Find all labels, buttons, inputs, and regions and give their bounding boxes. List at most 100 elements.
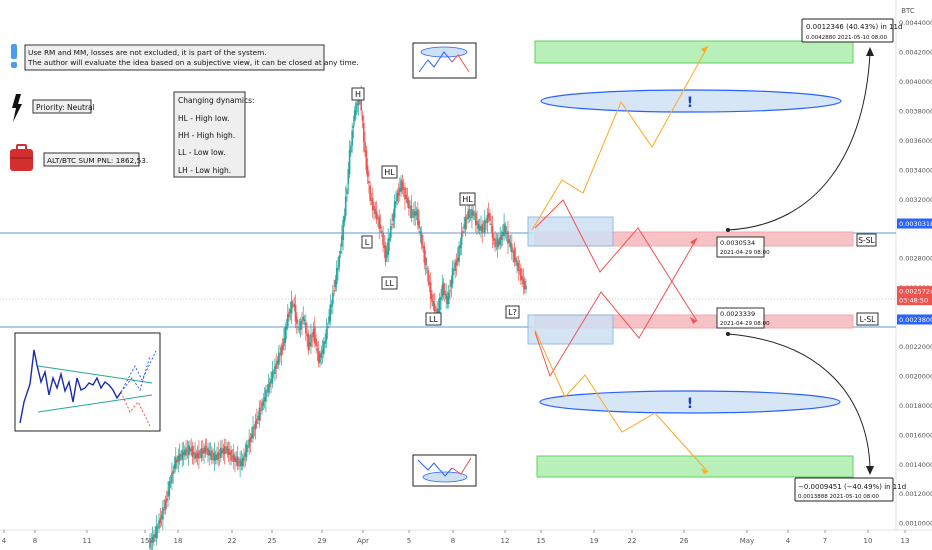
candle-body [238, 461, 240, 463]
candle-body [493, 237, 495, 241]
candle-body [469, 213, 472, 215]
candle-body [256, 418, 258, 424]
candle-body [490, 223, 493, 226]
candle-body [414, 211, 417, 216]
candle-body [288, 312, 290, 318]
candle-body [310, 334, 312, 347]
candle-body [229, 452, 231, 455]
candle-body [371, 198, 374, 211]
x-tick-label: 4 [2, 537, 7, 545]
x-tick-label: 25 [268, 537, 277, 545]
candle-body [247, 446, 249, 448]
triangle-pattern-thumbnail [14, 332, 161, 432]
candle-body [350, 145, 352, 153]
candle-body [480, 225, 482, 231]
label-hl-2: HL [462, 195, 473, 204]
candle-body [383, 245, 386, 249]
priority-label: Priority: Neutral [36, 103, 95, 112]
label-l: L [365, 238, 370, 247]
x-tick-label: 13 [901, 537, 910, 545]
candle-body [319, 354, 321, 363]
candle-body [196, 452, 199, 458]
candle-body [156, 527, 159, 529]
candle-body [155, 525, 158, 539]
candle-body [419, 231, 422, 233]
candle-body [198, 450, 200, 459]
candle-body [525, 285, 527, 290]
candle-body [339, 251, 342, 254]
candle-body [241, 457, 244, 466]
candle-body [495, 242, 498, 244]
x-tick-label: 29 [318, 537, 327, 545]
candle-body [523, 281, 526, 290]
candle-body [192, 452, 195, 455]
candle-body [455, 260, 458, 266]
candle-body [440, 296, 442, 300]
candle-body [176, 459, 178, 463]
candle-body [517, 262, 520, 271]
candle-body [399, 187, 401, 192]
candle-body [218, 453, 221, 455]
up-measure-change: 0.0012346 (40.43%) in 11d [806, 23, 902, 31]
candle-body [226, 446, 229, 454]
arrowhead [866, 47, 874, 56]
lower-measure-curve [727, 333, 871, 469]
x-tick-label: 8 [451, 537, 455, 545]
upper-exclaim: ! [687, 95, 693, 111]
x-tick-label: 7 [823, 537, 827, 545]
candle-body [298, 329, 301, 330]
candle-body [164, 500, 167, 511]
candle-body [478, 225, 481, 231]
candle-body [283, 338, 285, 346]
candle-body [422, 245, 424, 249]
candle-body [297, 326, 299, 329]
candle-body [396, 192, 399, 201]
candle-body [462, 231, 464, 233]
label-ll: LL [385, 279, 394, 288]
candle-body [230, 450, 232, 461]
x-tick-label: 11 [83, 537, 92, 545]
label-h: H [355, 90, 361, 99]
candle-body [476, 220, 478, 225]
candle-body [429, 282, 432, 299]
x-tick-label: 22 [628, 537, 637, 545]
candle-body [187, 445, 190, 455]
candle-body [512, 251, 514, 253]
candle-body [149, 537, 151, 549]
short-target-zone [536, 455, 854, 478]
candle-body [316, 348, 319, 351]
candle-body [294, 304, 297, 321]
candle-body [487, 212, 490, 218]
candle-body [173, 463, 176, 470]
candle-body [467, 211, 469, 220]
candle-body [338, 255, 341, 268]
candle-body [212, 455, 214, 457]
x-tick-label: 8 [33, 537, 37, 545]
down-measure-target: 0.0013888 2021-05-10 08:00 [798, 494, 880, 500]
candle-body [223, 446, 226, 455]
candle-body [178, 453, 181, 461]
price-badge [897, 314, 932, 325]
candle-body [305, 321, 307, 334]
y-tick-label: 0.0012000 [899, 490, 932, 498]
y-tick-label: 0.0038000 [899, 107, 932, 115]
candle-body [392, 213, 395, 221]
y-tick-label: 0.0028000 [899, 255, 932, 263]
candle-body [432, 301, 435, 307]
candle-body [211, 450, 213, 461]
candle-body [221, 449, 223, 454]
candle-body [249, 437, 252, 443]
candle-body [209, 452, 212, 456]
dynamics-title: Changing dynamics: [178, 96, 255, 105]
candle-body [174, 457, 177, 469]
candle-body [464, 216, 467, 229]
orange-path-down [534, 329, 709, 473]
candle-body [271, 371, 274, 384]
upper-point-price: 0.0030534 [720, 239, 755, 247]
candle-body [465, 218, 468, 220]
candle-body [347, 169, 350, 185]
candle-body [393, 201, 396, 218]
candle-body [177, 456, 180, 463]
